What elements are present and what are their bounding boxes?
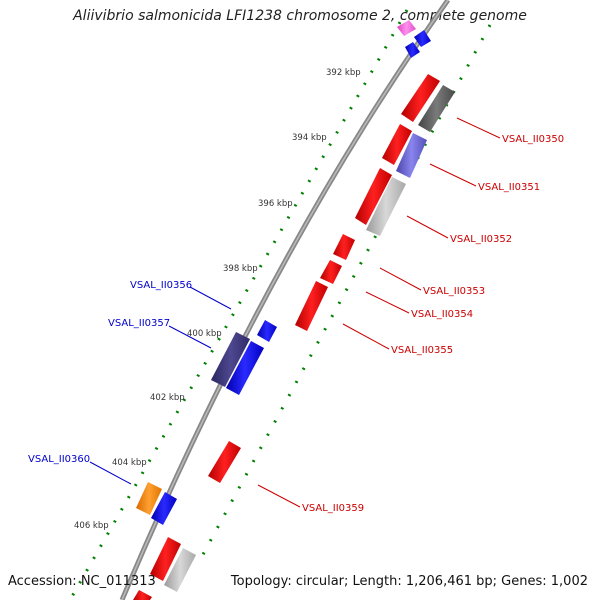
leader-VSAL_II0352 <box>406 215 449 239</box>
tick-label: 402 kbp <box>150 393 185 403</box>
tick-label: 398 kbp <box>223 264 258 274</box>
leader-VSAL_II0357 <box>168 325 212 349</box>
gene-feature <box>164 548 196 592</box>
leader-VSAL_II0360 <box>89 461 132 485</box>
leader-VSAL_II0354 <box>365 291 410 314</box>
gene-feature <box>397 20 416 36</box>
leader-VSAL_II0353 <box>379 267 422 291</box>
gene-feature <box>226 341 264 395</box>
tick-ring-inner <box>68 9 409 600</box>
gene-VSAL_II0357 <box>211 332 250 387</box>
tick-label: 392 kbp <box>326 68 361 78</box>
gene-VSAL_II0353 <box>333 234 355 260</box>
gene-label: VSAL_II0356 <box>130 280 192 291</box>
gene-label: VSAL_II0350 <box>502 134 564 145</box>
leader-VSAL_II0356 <box>189 286 232 310</box>
gene-VSAL_II0352 <box>355 168 392 225</box>
gene-feature <box>418 85 455 132</box>
tick-label: 394 kbp <box>292 133 327 143</box>
gene-VSAL_II0355 <box>295 281 328 331</box>
gene-label: VSAL_II0351 <box>478 182 540 193</box>
leader-VSAL_II0351 <box>429 163 477 187</box>
map-title: Aliivibrio salmonicida LFI1238 chromosom… <box>73 8 527 24</box>
gene-VSAL_II0359 <box>208 441 241 483</box>
gene-label: VSAL_II0353 <box>423 286 485 297</box>
gene-feature <box>414 30 431 47</box>
gene-feature <box>366 177 406 236</box>
gene-label: VSAL_II0359 <box>302 503 364 514</box>
gene-label: VSAL_II0352 <box>450 234 512 245</box>
gene-VSAL_II0351 <box>382 124 412 165</box>
genome-summary: Topology: circular; Length: 1,206,461 bp… <box>230 574 588 589</box>
gene-VSAL_II0360 <box>136 482 162 515</box>
tick-label: 404 kbp <box>112 458 147 468</box>
tick-label: 406 kbp <box>74 521 109 531</box>
leader-VSAL_II0359 <box>257 484 301 508</box>
gene-feature <box>150 537 181 581</box>
tick-label: 400 kbp <box>187 329 222 339</box>
tick-label: 396 kbp <box>258 199 293 209</box>
leader-VSAL_II0355 <box>342 323 390 350</box>
gene-label: VSAL_II0357 <box>108 318 170 329</box>
gene-label: VSAL_II0360 <box>28 454 90 465</box>
gene-feature <box>133 590 152 600</box>
gene-feature <box>396 133 427 178</box>
gene-feature <box>405 42 420 58</box>
accession-label: Accession: NC_011313 <box>8 574 156 589</box>
gene-feature <box>151 492 177 525</box>
gene-VSAL_II0356 <box>257 320 277 342</box>
gene-label: VSAL_II0354 <box>411 309 473 320</box>
leader-VSAL_II0350 <box>456 117 501 139</box>
gene-VSAL_II0354 <box>320 260 342 284</box>
gene-label: VSAL_II0355 <box>391 345 453 356</box>
gene-VSAL_II0350 <box>401 74 440 122</box>
